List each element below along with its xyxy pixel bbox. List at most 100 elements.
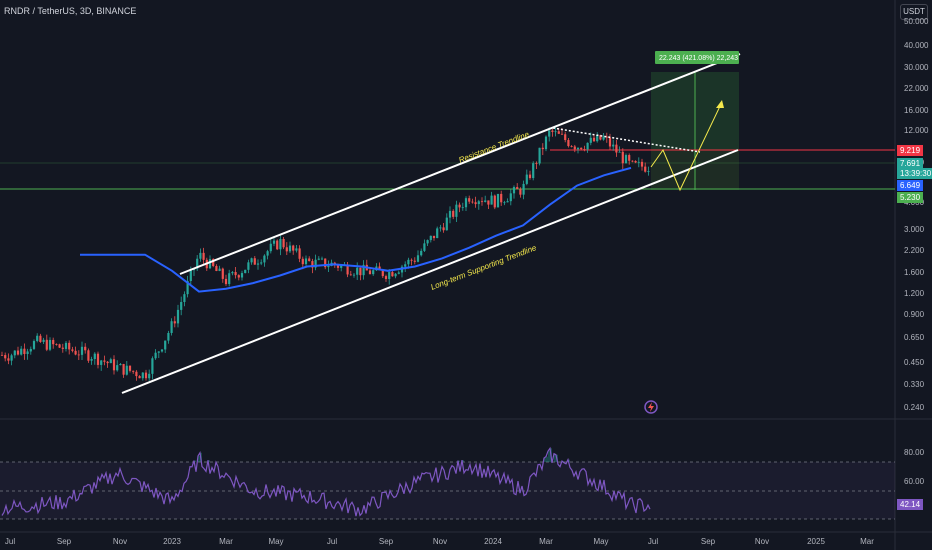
candle-body <box>218 268 221 271</box>
time-tick: Sep <box>56 537 72 546</box>
rsi-tick: 60.00 <box>904 477 925 486</box>
candle-body <box>7 358 10 361</box>
candle-body <box>80 346 84 355</box>
candle-body <box>0 354 4 356</box>
candle-body <box>538 147 541 164</box>
candle-body <box>311 261 314 268</box>
candle-body <box>125 365 128 375</box>
candle-body <box>314 259 317 268</box>
candle-body <box>378 266 381 271</box>
candle-body <box>160 349 164 352</box>
candle-body <box>394 273 397 277</box>
price-tick: 0.650 <box>904 333 925 342</box>
candle-body <box>173 321 176 324</box>
candle-body <box>234 272 237 276</box>
candle-body <box>292 245 295 251</box>
ma-line[interactable] <box>80 166 632 293</box>
candle-body <box>263 255 266 263</box>
candle-body <box>496 193 500 208</box>
candle-body <box>135 371 138 377</box>
support-trendline[interactable] <box>121 149 739 394</box>
current-price-tag: 7.691 <box>897 158 924 169</box>
candle-body <box>157 351 160 353</box>
candle-body <box>551 130 554 132</box>
candle-body <box>586 142 589 150</box>
candle-body <box>279 238 282 250</box>
candle-body <box>128 365 132 371</box>
candle-body <box>301 258 304 265</box>
candle-body <box>77 354 80 356</box>
candle-body <box>269 243 272 252</box>
candle-body <box>240 273 244 278</box>
time-tick: 2025 <box>807 537 825 546</box>
projection-path[interactable] <box>650 101 723 192</box>
time-tick: Mar <box>860 537 874 546</box>
candle-body <box>628 155 631 161</box>
currency-badge[interactable]: USDT <box>900 4 928 20</box>
candle-body <box>519 189 522 195</box>
candle-body <box>445 217 448 231</box>
candle-body <box>516 187 519 190</box>
candle-body <box>61 347 64 349</box>
candle-body <box>247 262 250 270</box>
candle-body <box>272 240 276 244</box>
candle-body <box>554 131 557 133</box>
symbol-header[interactable]: RNDR / TetherUS, 3D, BINANCE <box>4 6 137 16</box>
candle-body <box>484 200 487 202</box>
candle-body <box>640 161 644 167</box>
countdown-tag: 13:39:30 <box>897 168 932 179</box>
candle-body <box>576 147 580 150</box>
candle-body <box>618 151 621 153</box>
candle-body <box>186 281 189 295</box>
candle-body <box>90 359 93 361</box>
candle-body <box>432 235 436 239</box>
candle-body <box>570 146 573 147</box>
candle-body <box>32 341 36 349</box>
candle-body <box>493 195 496 208</box>
candle-body <box>298 248 301 259</box>
candle-body <box>471 201 474 203</box>
candle-body <box>16 350 20 355</box>
candle-body <box>148 373 151 379</box>
candle-body <box>503 202 506 204</box>
descending-dotted-line[interactable] <box>552 127 701 153</box>
candle-body <box>199 252 202 259</box>
candle-body <box>372 270 375 275</box>
candle-body <box>74 350 77 355</box>
candle-body <box>615 144 618 153</box>
candle-body <box>87 350 90 361</box>
candle-body <box>244 269 247 274</box>
target-label-box[interactable] <box>655 51 739 64</box>
candle-body <box>368 270 372 275</box>
rsi-tick: 80.00 <box>904 448 925 457</box>
candle-body <box>455 204 458 217</box>
candle-body <box>253 258 256 265</box>
candle-body <box>276 240 279 250</box>
candle-body <box>631 160 634 162</box>
candle-body <box>535 163 538 164</box>
resistance-price-tag: 9.219 <box>897 145 924 156</box>
candle-body <box>324 258 327 268</box>
candle-body <box>564 134 567 141</box>
candle-body <box>100 360 103 365</box>
candle-body <box>138 376 141 379</box>
candle-body <box>260 262 263 264</box>
candle-body <box>215 266 218 271</box>
candle-body <box>84 346 87 351</box>
candle-body <box>541 147 544 150</box>
resistance-trendline[interactable] <box>179 53 741 275</box>
candle-body <box>573 146 576 150</box>
projection-arrow-icon <box>716 100 724 108</box>
candle-body <box>413 260 416 262</box>
candle-body <box>10 355 13 361</box>
candle-body <box>208 259 212 269</box>
rsi-line[interactable] <box>1 446 651 517</box>
price-tick: 1.600 <box>904 268 925 277</box>
candle-body <box>327 265 330 268</box>
candle-body <box>55 344 58 346</box>
candle-body <box>45 339 48 350</box>
candle-body <box>26 351 29 355</box>
candle-body <box>231 272 234 274</box>
price-tick: 0.330 <box>904 380 925 389</box>
